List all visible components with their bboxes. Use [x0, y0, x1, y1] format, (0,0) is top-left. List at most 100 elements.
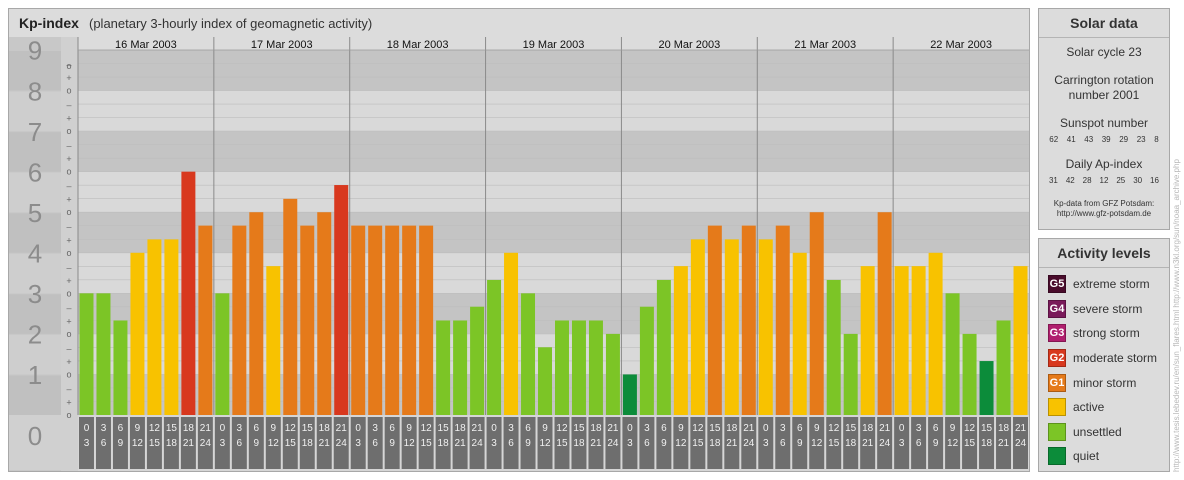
interval-end-label: 3 — [627, 438, 633, 449]
day-label: 21 Mar 2003 — [794, 39, 856, 51]
kp-bar — [707, 225, 722, 415]
minor-tick-label: – — [66, 262, 71, 272]
solar-data-title: Solar data — [1039, 9, 1169, 38]
legend-swatch: G5 — [1048, 275, 1066, 294]
kp-bar — [571, 320, 586, 415]
interval-start-label: 18 — [726, 423, 738, 434]
interval-start-label: 18 — [455, 423, 467, 434]
interval-start-label: 21 — [743, 423, 755, 434]
interval-end-label: 6 — [780, 438, 786, 449]
kp-bar — [639, 306, 654, 415]
sunspot-value: 29 — [1119, 135, 1129, 144]
y-band-zero — [9, 415, 61, 470]
y-tick-label: 8 — [28, 76, 42, 106]
interval-start-label: 9 — [814, 423, 820, 434]
kp-bar — [453, 320, 468, 415]
y-tick-label: 6 — [28, 157, 42, 187]
interval-tile — [809, 417, 825, 469]
kp-bar — [843, 333, 858, 415]
day-label: 18 Mar 2003 — [387, 39, 449, 51]
interval-tile — [418, 417, 434, 469]
interval-start-label: 0 — [899, 423, 905, 434]
interval-end-label: 24 — [336, 438, 348, 449]
interval-start-label: 18 — [319, 423, 331, 434]
chart-title: Kp-index — [19, 15, 79, 31]
interval-end-label: 18 — [709, 438, 721, 449]
kp-bar — [979, 361, 994, 415]
minor-tick-label: o — [66, 329, 71, 339]
interval-tile — [214, 417, 230, 469]
kp-bar — [504, 252, 519, 415]
y-tick-label: 7 — [28, 117, 42, 147]
interval-tile — [1013, 417, 1028, 469]
interval-tile — [894, 417, 910, 469]
interval-start-label: 15 — [709, 423, 721, 434]
day-label: 19 Mar 2003 — [523, 39, 585, 51]
interval-end-label: 24 — [743, 438, 755, 449]
source-link[interactable]: http://www.gfz-potsdam.de — [1056, 209, 1152, 218]
interval-tile — [197, 417, 213, 469]
interval-end-label: 15 — [421, 438, 433, 449]
interval-start-label: 6 — [525, 423, 531, 434]
kp-bar — [113, 320, 128, 415]
interval-end-label: 9 — [661, 438, 667, 449]
interval-end-label: 9 — [254, 438, 260, 449]
kp-bar — [758, 239, 773, 415]
interval-end-label: 3 — [355, 438, 361, 449]
interval-start-label: 6 — [389, 423, 395, 434]
kp-bar — [555, 320, 569, 415]
kp-bar — [266, 266, 281, 415]
kp-bar — [945, 293, 960, 415]
interval-tile — [945, 417, 961, 469]
interval-tile — [673, 417, 689, 469]
minor-axis-area — [61, 37, 78, 471]
day-label: 17 Mar 2003 — [251, 39, 313, 51]
kp-bar — [249, 212, 264, 415]
kp-bar — [792, 252, 807, 415]
legend-item: G5 extreme storm — [1039, 272, 1169, 297]
interval-start-label: 9 — [950, 423, 956, 434]
interval-end-label: 12 — [539, 438, 551, 449]
interval-tile — [129, 417, 145, 469]
interval-end-label: 6 — [101, 438, 107, 449]
interval-end-label: 9 — [118, 438, 124, 449]
kp-bar — [487, 279, 502, 415]
interval-end-label: 15 — [149, 438, 161, 449]
sunspot-value: 41 — [1066, 135, 1076, 144]
legend-item: G2 moderate storm — [1039, 346, 1169, 371]
interval-tile — [95, 417, 111, 469]
interval-start-label: 6 — [254, 423, 260, 434]
minor-tick-label: – — [66, 60, 71, 70]
kp-bar — [588, 320, 603, 415]
interval-start-label: 21 — [336, 423, 348, 434]
legend-swatch — [1048, 447, 1066, 466]
kp-bar — [283, 198, 298, 415]
solar-cycle: Solar cycle 23 — [1066, 45, 1142, 59]
interval-tile — [350, 417, 366, 469]
interval-tile — [588, 417, 604, 469]
interval-end-label: 21 — [726, 438, 738, 449]
interval-end-label: 9 — [525, 438, 531, 449]
y-tick-label: 0 — [28, 421, 42, 451]
carrington-line-1: Carrington rotation — [1054, 73, 1154, 87]
interval-start-label: 18 — [862, 423, 874, 434]
kp-bar — [775, 225, 790, 415]
minor-tick-label: o — [66, 410, 71, 420]
interval-start-label: 3 — [372, 423, 378, 434]
interval-start-label: 15 — [166, 423, 178, 434]
minor-tick-label: o — [66, 167, 71, 177]
interval-tile — [605, 417, 621, 469]
interval-start-label: 12 — [556, 423, 568, 434]
y-band-8 — [9, 51, 61, 91]
legend-swatch — [1048, 422, 1066, 441]
minor-tick-label: + — [66, 276, 71, 286]
minor-tick-label: + — [66, 235, 71, 245]
interval-start-label: 0 — [627, 423, 633, 434]
interval-start-label: 12 — [692, 423, 704, 434]
sunspot-value: 43 — [1084, 135, 1094, 144]
y-tick-label: 2 — [28, 320, 42, 350]
y-band-7 — [9, 91, 61, 132]
level-band-7 — [78, 90, 1029, 132]
kp-bar — [962, 333, 977, 415]
sunspot-value: 23 — [1136, 135, 1146, 144]
